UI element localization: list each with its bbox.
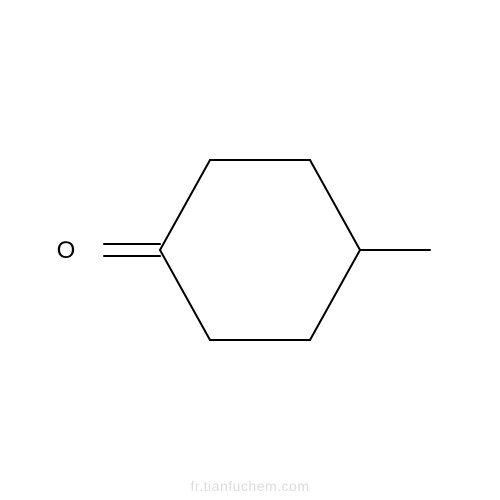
svg-text:O: O <box>57 237 76 264</box>
molecule-svg: O <box>0 0 500 500</box>
structure-canvas: O fr.tianfuchem.com <box>0 0 500 500</box>
